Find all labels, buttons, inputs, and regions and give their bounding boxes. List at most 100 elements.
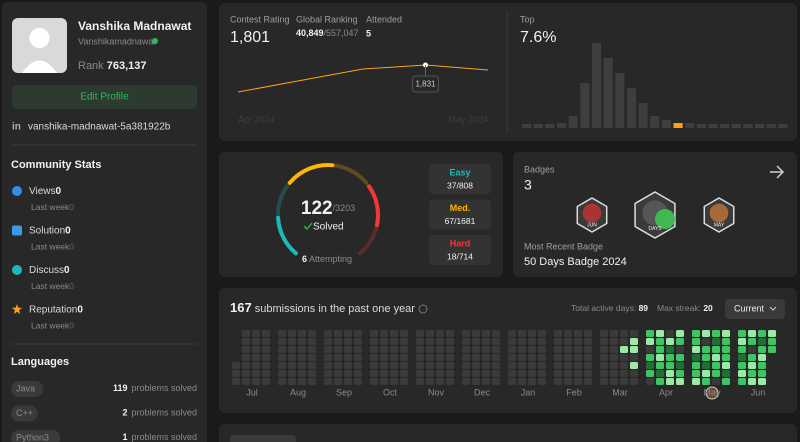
activity-cell xyxy=(344,338,352,345)
activity-cell xyxy=(666,362,674,369)
dropdown-label[interactable]: Current xyxy=(734,303,765,313)
activity-cell xyxy=(702,370,710,377)
activity-cell xyxy=(630,362,638,369)
activity-cell xyxy=(344,346,352,353)
month-label: Nov xyxy=(428,387,445,397)
activity-cell xyxy=(738,338,746,345)
activity-cell xyxy=(620,354,628,361)
stat-label: Reputation xyxy=(29,304,77,315)
top-value: 7.6% xyxy=(520,29,556,46)
attempting-value: 6 xyxy=(302,254,307,264)
activity-cell xyxy=(344,362,352,369)
activity-cell xyxy=(692,354,700,361)
activity-cell xyxy=(528,370,536,377)
month-label: Aug xyxy=(290,387,306,397)
ranking-total: /557,047 xyxy=(324,28,359,38)
activity-cell xyxy=(528,362,536,369)
activity-cell xyxy=(666,370,674,377)
language-count: 1 problems solved xyxy=(122,432,197,442)
activity-cell xyxy=(492,354,500,361)
activity-cell xyxy=(610,378,618,385)
edit-profile-button[interactable] xyxy=(12,85,197,109)
activity-cell xyxy=(676,330,684,337)
activity-cell xyxy=(656,362,664,369)
dropdown-caret xyxy=(769,306,777,311)
activity-cell xyxy=(426,378,434,385)
activity-cell xyxy=(242,330,250,337)
arrow-icon[interactable] xyxy=(770,165,785,179)
activity-cell xyxy=(288,378,296,385)
language-pill xyxy=(11,405,38,422)
stat-sub-label: Last week xyxy=(31,281,70,291)
activity-cell xyxy=(354,370,362,377)
distribution-bar xyxy=(626,88,637,128)
rating-line xyxy=(237,64,489,93)
activity-cell xyxy=(354,338,362,345)
activity-cell xyxy=(722,362,730,369)
month-label: Feb xyxy=(566,387,582,397)
distribution-bar xyxy=(533,124,543,128)
activity-cell xyxy=(354,354,362,361)
activity-cell xyxy=(656,346,664,353)
activity-cell xyxy=(584,346,592,353)
distribution-bar xyxy=(650,116,660,128)
linkedin-handle[interactable]: vanshika-madnawat-5a381922b xyxy=(28,122,171,133)
distribution-bar xyxy=(755,124,765,128)
level-name: Med. xyxy=(450,203,471,213)
distribution-bar xyxy=(685,123,695,128)
edit-profile-label[interactable]: Edit Profile xyxy=(80,92,129,103)
activity-cell xyxy=(472,338,480,345)
month-label: Apr xyxy=(659,387,673,397)
stat-value: 0 xyxy=(56,186,62,197)
activity-cell xyxy=(426,370,434,377)
activity-cell xyxy=(620,370,628,377)
stat-value: 0 xyxy=(77,304,83,315)
activity-cell xyxy=(758,330,766,337)
activity-cell xyxy=(554,354,562,361)
activity-cell xyxy=(508,378,516,385)
dropdown[interactable] xyxy=(725,299,785,319)
activity-cell xyxy=(620,378,628,385)
solved-count: 122/3203 xyxy=(301,198,355,219)
activity-cell xyxy=(564,354,572,361)
activity-cell xyxy=(334,370,342,377)
activity-cell xyxy=(518,354,526,361)
activity-cell xyxy=(446,370,454,377)
activity-cell xyxy=(446,362,454,369)
rank: Rank 763,137 xyxy=(78,60,147,72)
distribution-bar xyxy=(638,103,648,128)
activity-cell xyxy=(610,330,618,337)
language-name: Python3 xyxy=(16,432,49,442)
activity-cell xyxy=(472,362,480,369)
linkedin-icon: in xyxy=(12,122,21,133)
stat-sub-value: 0 xyxy=(69,281,74,291)
activity-cell xyxy=(738,354,746,361)
activity-cell xyxy=(554,330,562,337)
info-icon[interactable] xyxy=(418,304,428,314)
activity-cell xyxy=(630,330,638,337)
stat-label: Solution xyxy=(29,225,65,236)
activity-cell xyxy=(630,354,638,361)
activity-cell xyxy=(262,378,270,385)
activity-cell xyxy=(574,338,582,345)
suffix: problems solved xyxy=(131,432,197,442)
distribution-bar xyxy=(615,73,625,128)
activity-cell xyxy=(748,362,756,369)
activity-cell xyxy=(692,378,700,385)
activity-cell xyxy=(436,330,444,337)
activity-cell xyxy=(600,362,608,369)
month-label: Jul xyxy=(246,387,258,397)
activity-cell xyxy=(758,370,766,377)
activity-cell xyxy=(768,338,776,345)
username: Vanshikamadnawat xyxy=(78,36,156,46)
activity-cell xyxy=(712,378,720,385)
activity-cell xyxy=(390,362,398,369)
stat: Reputation0 xyxy=(29,304,83,315)
activity-cell xyxy=(288,330,296,337)
activity-cell xyxy=(538,354,546,361)
activity-cell xyxy=(278,346,286,353)
activity-cell xyxy=(528,346,536,353)
activity-cell xyxy=(370,354,378,361)
level-value: 18/714 xyxy=(447,251,473,261)
activity-cell xyxy=(666,330,674,337)
